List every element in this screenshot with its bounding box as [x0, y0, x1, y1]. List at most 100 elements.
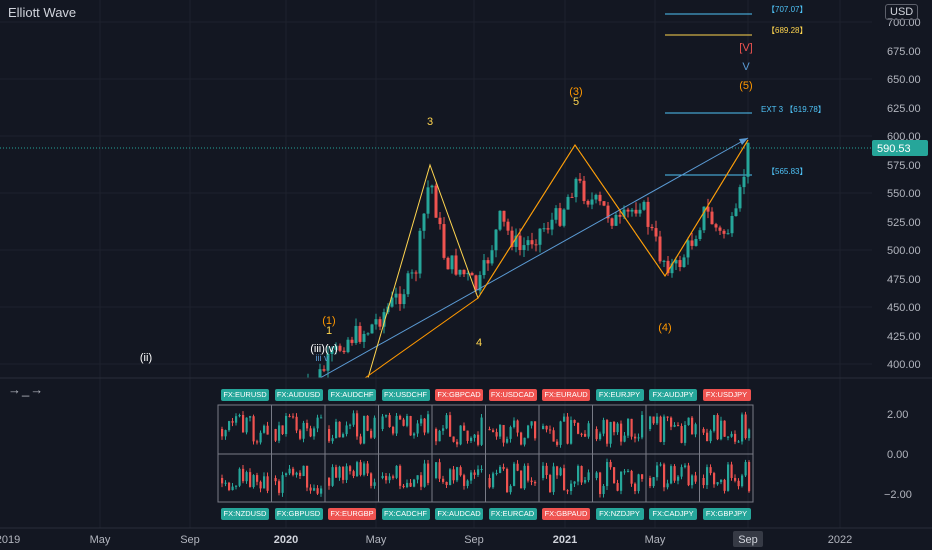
mini-candle-body [720, 420, 723, 440]
price-axis[interactable]: 700.00 675.00 650.00 625.00 600.00 575.0… [887, 17, 921, 371]
mini-candle-body [342, 466, 345, 480]
mini-candle-body [420, 475, 423, 487]
mini-candle-body [313, 428, 316, 437]
pair-badge-cadjpy[interactable]: FX:CADJPY [649, 508, 697, 520]
mini-candle-body [245, 417, 248, 433]
mini-candle-body [534, 481, 537, 484]
pair-badge-usdchf[interactable]: FX:USDCHF [381, 389, 430, 401]
mini-candle-body [406, 416, 409, 426]
mini-candle-body [687, 465, 690, 486]
mini-candle-body [278, 481, 281, 493]
mini-candle-body [427, 414, 430, 433]
pair-badge-gbpaud[interactable]: FX:GBPAUD [542, 508, 590, 520]
candle-body [614, 214, 618, 226]
candle-body [590, 199, 594, 205]
wave-label: [V] [739, 42, 752, 54]
mini-candle-body [456, 467, 459, 481]
pair-badge-audchf[interactable]: FX:AUDCHF [328, 389, 376, 401]
candle-body [658, 236, 662, 262]
pair-badge-eurgbp[interactable]: FX:EURGBP [328, 508, 376, 520]
mini-candle-body [292, 416, 295, 418]
mini-candle-body [713, 415, 716, 431]
mini-candle-body [345, 466, 348, 480]
candle-body [494, 229, 498, 251]
candle-body [566, 196, 570, 210]
candle-body [330, 349, 334, 354]
mini-candle-body [238, 468, 241, 486]
mini-candle-body [281, 475, 284, 493]
mini-candle-body [694, 424, 697, 435]
mini-candle-body [309, 428, 312, 437]
candle-body [746, 142, 750, 177]
mini-candle-body [459, 425, 462, 445]
nav-arrows[interactable]: →_→ [8, 382, 45, 397]
mini-candle-body [427, 463, 430, 483]
mini-candle-body [409, 416, 412, 436]
pair-badge-audjpy[interactable]: FX:AUDJPY [649, 389, 697, 401]
mini-candle-body [509, 485, 512, 493]
pair-badge-euraud[interactable]: FX:EURAUD [542, 389, 590, 401]
price-tick: 400.00 [887, 359, 921, 371]
mini-candle-body [345, 425, 348, 435]
mini-candle-body [423, 463, 426, 487]
mini-candle-body [727, 436, 730, 438]
mini-candle-body [630, 470, 633, 484]
oscillator-axis[interactable]: 2.00 0.00 −2.00 [884, 409, 912, 501]
pair-badge-audcad[interactable]: FX:AUDCAD [435, 508, 483, 520]
wave-path-yellow[interactable] [367, 139, 749, 378]
pair-badge-gbpcad[interactable]: FX:GBPCAD [435, 389, 483, 401]
mini-candle-body [438, 462, 441, 479]
indicator-title[interactable]: Elliott Wave [8, 5, 77, 20]
mini-candle-body [335, 467, 338, 478]
wave-label: (ii) [140, 352, 152, 364]
mini-candle-body [670, 417, 673, 427]
candle-body [702, 206, 706, 231]
pair-badge-gbpjpy[interactable]: FX:GBPJPY [702, 508, 751, 520]
trend-line[interactable] [319, 137, 749, 378]
mini-candle-body [530, 480, 533, 482]
mini-candle-body [694, 475, 697, 482]
mini-candle-body [452, 469, 455, 481]
candle-body [674, 260, 678, 264]
mini-candle-body [331, 438, 334, 442]
mini-candle-body [288, 468, 291, 474]
mini-candle-body [224, 482, 227, 484]
mini-candle-body [637, 474, 640, 492]
mini-candle-body [409, 482, 412, 487]
time-tick: Sep [738, 534, 758, 546]
pair-badge-usdcad[interactable]: FX:USDCAD [488, 389, 537, 401]
mini-candle-body [388, 476, 391, 481]
time-axis[interactable]: 2019 May Sep 2020 May Sep 2021 May Sep 2… [0, 531, 852, 547]
candle-body [406, 273, 410, 295]
price-tick: 450.00 [887, 302, 921, 314]
pair-badge-usdjpy[interactable]: FX:USDJPY [702, 389, 751, 401]
mini-candle-body [442, 478, 445, 482]
pair-badge-cadchf[interactable]: FX:CADCHF [381, 508, 430, 520]
mini-candle-body [385, 475, 388, 481]
mini-candle-body [221, 478, 224, 484]
pair-badge-gbpusd[interactable]: FX:GBPUSD [274, 508, 323, 520]
mini-candle-body [616, 423, 619, 433]
mini-candle-body [730, 433, 733, 437]
mini-candle-body [599, 433, 602, 440]
mini-candle-body [616, 483, 619, 491]
mini-candle-body [363, 463, 366, 475]
candle-body [542, 228, 546, 230]
candle-body [626, 209, 630, 212]
currency-button[interactable]: USD [885, 4, 919, 20]
candle-body [450, 255, 454, 270]
mini-candle-body [649, 416, 652, 429]
mini-candle-body [256, 441, 259, 443]
pair-badge-eurcad[interactable]: FX:EURCAD [488, 508, 537, 520]
pair-badge-nzdjpy[interactable]: FX:NZDJPY [595, 508, 644, 520]
candle-body [666, 260, 670, 274]
pair-badge-eurjpy[interactable]: FX:EURJPY [595, 389, 644, 401]
wave-path-orange[interactable] [364, 139, 749, 378]
pair-badge-eurusd[interactable]: FX:EURUSD [221, 389, 269, 401]
candle-body [534, 244, 538, 246]
pair-badge-audusd[interactable]: FX:AUDUSD [274, 389, 323, 401]
mini-candle-body [506, 438, 509, 443]
pair-badge-nzdusd[interactable]: FX:NZDUSD [221, 508, 269, 520]
wave-label: (4) [658, 322, 671, 334]
